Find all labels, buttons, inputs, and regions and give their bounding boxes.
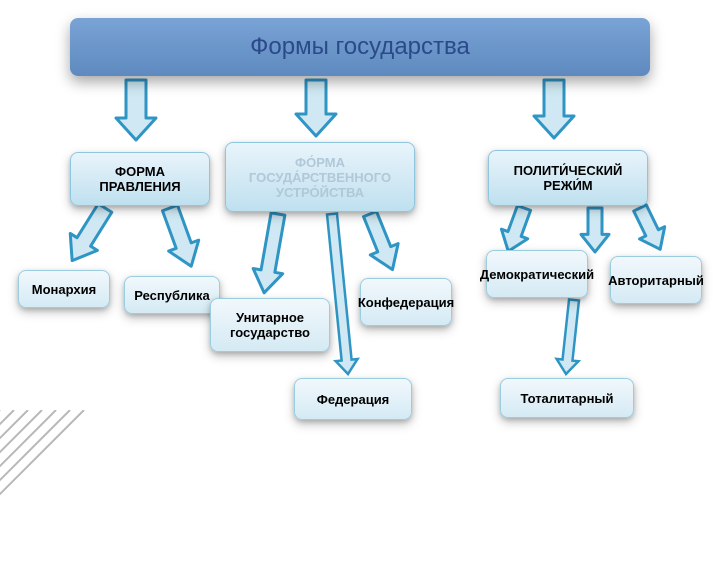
leaf-federation: Федерация (294, 378, 412, 420)
leaf-label: Конфедерация (358, 295, 454, 310)
category-label: ФО́РМА ГОСУДА́РСТВЕННОГО УСТРО́ЙСТВА (234, 155, 406, 200)
leaf-republic: Республика (124, 276, 220, 314)
leaf-label: Федерация (317, 392, 390, 407)
diagram-stage: Формы государства ФОРМА ПРАВЛЕНИЯ ФО́РМА… (0, 0, 720, 540)
leaf-label: Авторитарный (608, 273, 704, 288)
category-political-regime: ПОЛИТИ́ЧЕСКИЙ РЕЖИ́М (488, 150, 648, 206)
leaf-label: Тоталитарный (520, 391, 613, 406)
leaf-confederation: Конфедерация (360, 278, 452, 326)
leaf-democratic: Демократический (486, 250, 588, 298)
title-text: Формы государства (250, 33, 470, 61)
leaf-totalitarian: Тоталитарный (500, 378, 634, 418)
leaf-unitary: Унитарное государство (210, 298, 330, 352)
category-state-structure: ФО́РМА ГОСУДА́РСТВЕННОГО УСТРО́ЙСТВА (225, 142, 415, 212)
title-bar: Формы государства (70, 18, 650, 76)
leaf-monarchy: Монархия (18, 270, 110, 308)
leaf-label: Республика (134, 288, 209, 303)
leaf-label: Демократический (480, 267, 594, 282)
leaf-label: Унитарное государство (219, 310, 321, 340)
category-label: ПОЛИТИ́ЧЕСКИЙ РЕЖИ́М (497, 163, 639, 193)
leaf-authoritarian: Авторитарный (610, 256, 702, 304)
leaf-label: Монархия (32, 282, 96, 297)
corner-decoration (0, 410, 130, 570)
category-form-of-government: ФОРМА ПРАВЛЕНИЯ (70, 152, 210, 206)
category-label: ФОРМА ПРАВЛЕНИЯ (79, 164, 201, 194)
